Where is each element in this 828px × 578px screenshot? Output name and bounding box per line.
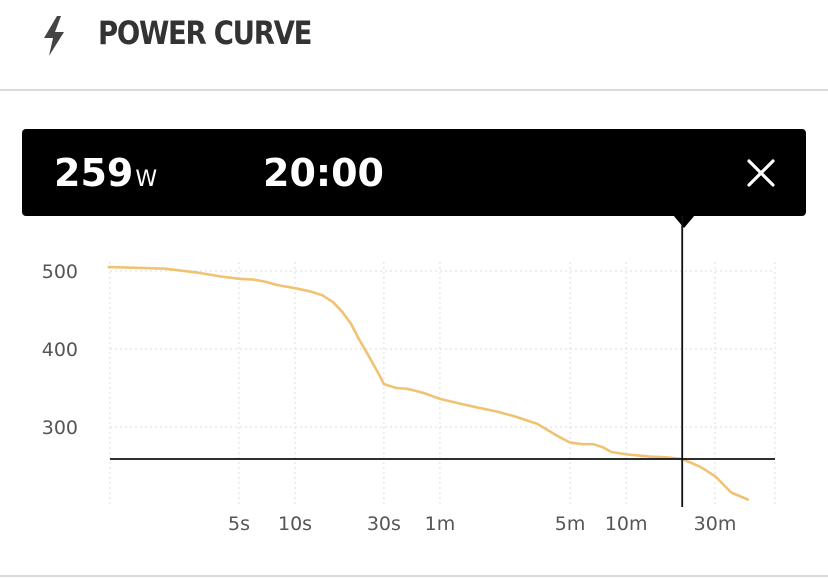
- tooltip-power-value: 259: [54, 151, 134, 195]
- chart-tooltip: 259W 20:00: [22, 129, 806, 228]
- x-tick-label: 1m: [425, 513, 456, 535]
- tooltip-duration: 20:00: [263, 151, 384, 195]
- header: POWER CURVE: [0, 0, 828, 91]
- x-tick-label: 10m: [605, 513, 648, 535]
- page-title: POWER CURVE: [98, 14, 312, 52]
- power-curve-line: [107, 265, 750, 501]
- tooltip-power: 259W: [54, 151, 157, 195]
- lightning-bolt-icon: [44, 16, 64, 56]
- y-tick-label: 500: [42, 261, 78, 283]
- bottom-divider: [0, 575, 828, 577]
- x-tick-label: 30m: [694, 513, 737, 535]
- y-tick-label: 300: [42, 417, 78, 439]
- tooltip-power-unit: W: [135, 167, 158, 192]
- x-tick-label: 5s: [228, 513, 250, 535]
- x-tick-label: 10s: [278, 513, 312, 535]
- close-icon[interactable]: [744, 156, 778, 190]
- tooltip-pointer: [673, 215, 695, 228]
- x-tick-label: 30s: [367, 513, 401, 535]
- y-tick-label: 400: [42, 339, 78, 361]
- x-tick-label: 5m: [555, 513, 586, 535]
